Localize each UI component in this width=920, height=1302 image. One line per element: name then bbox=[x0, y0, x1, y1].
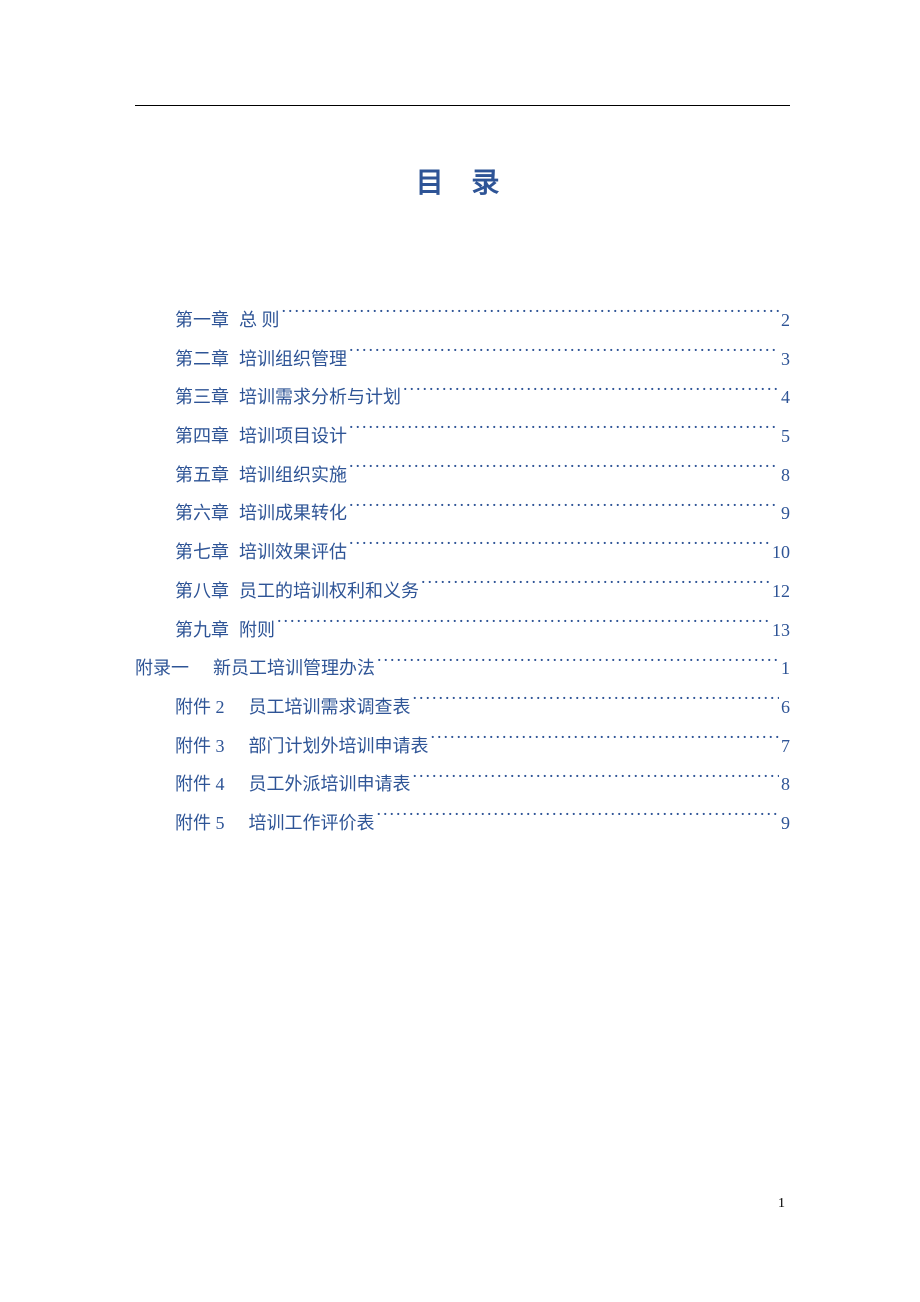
document-page: 目 录 第一章总 则2第二章培训组织管理3第三章培训需求分析与计划4第四章培训项… bbox=[0, 0, 920, 843]
toc-leader-dots bbox=[377, 656, 779, 674]
toc-leader-dots bbox=[403, 385, 779, 403]
toc-chapter-label: 附件 4 bbox=[175, 765, 225, 804]
header-rule bbox=[135, 105, 790, 106]
toc-list: 第一章总 则 2 第二章培训组织管理 3 第三章培训需求分析与计划 4 第四章培训项目设计 5… bbox=[135, 301, 790, 843]
toc-chapter-label: 第一章 bbox=[175, 301, 229, 340]
toc-page-number: 5 bbox=[781, 417, 790, 456]
toc-chapter-title: 培训工作评价表 bbox=[249, 804, 375, 843]
toc-chapter-title: 员工外派培训申请表 bbox=[249, 765, 411, 804]
toc-page-number: 8 bbox=[781, 456, 790, 495]
toc-entry[interactable]: 附件 5 培训工作评价表 9 bbox=[135, 804, 790, 843]
toc-entry[interactable]: 第八章员工的培训权利和义务 12 bbox=[135, 572, 790, 611]
toc-chapter-title: 员工培训需求调查表 bbox=[249, 688, 411, 727]
toc-page-number: 7 bbox=[781, 727, 790, 766]
toc-entry[interactable]: 第九章附则 13 bbox=[135, 611, 790, 650]
toc-entry[interactable]: 附录一新员工培训管理办法 1 bbox=[135, 649, 790, 688]
toc-entry[interactable]: 第七章培训效果评估 10 bbox=[135, 533, 790, 572]
toc-leader-dots bbox=[377, 811, 780, 829]
toc-chapter-label: 附件 2 bbox=[175, 688, 225, 727]
toc-chapter-title: 员工的培训权利和义务 bbox=[239, 572, 419, 611]
toc-page-number: 1 bbox=[781, 649, 790, 688]
toc-chapter-label: 附件 5 bbox=[175, 804, 225, 843]
toc-chapter-label: 附件 3 bbox=[175, 727, 225, 766]
toc-entry[interactable]: 附件 3 部门计划外培训申请表 7 bbox=[135, 727, 790, 766]
toc-leader-dots bbox=[282, 308, 780, 326]
toc-leader-dots bbox=[349, 540, 770, 558]
toc-entry[interactable]: 第四章培训项目设计 5 bbox=[135, 417, 790, 456]
toc-chapter-title: 培训效果评估 bbox=[239, 533, 347, 572]
toc-chapter-label: 第四章 bbox=[175, 417, 229, 456]
toc-chapter-title: 培训成果转化 bbox=[239, 494, 347, 533]
toc-entry[interactable]: 附件 2 员工培训需求调查表 6 bbox=[135, 688, 790, 727]
toc-chapter-label: 第七章 bbox=[175, 533, 229, 572]
toc-leader-dots bbox=[413, 695, 780, 713]
toc-chapter-label: 第三章 bbox=[175, 378, 229, 417]
toc-leader-dots bbox=[349, 463, 779, 481]
toc-leader-dots bbox=[349, 424, 779, 442]
toc-chapter-title: 附则 bbox=[239, 611, 275, 650]
toc-leader-dots bbox=[349, 501, 779, 519]
toc-page-number: 3 bbox=[781, 340, 790, 379]
toc-entry[interactable]: 第二章培训组织管理 3 bbox=[135, 340, 790, 379]
toc-entry[interactable]: 第五章培训组织实施 8 bbox=[135, 456, 790, 495]
toc-page-number: 12 bbox=[772, 572, 790, 611]
toc-page-number: 2 bbox=[781, 301, 790, 340]
toc-entry[interactable]: 附件 4 员工外派培训申请表 8 bbox=[135, 765, 790, 804]
toc-page-number: 6 bbox=[781, 688, 790, 727]
toc-entry[interactable]: 第六章培训成果转化 9 bbox=[135, 494, 790, 533]
toc-chapter-title: 培训组织管理 bbox=[239, 340, 347, 379]
toc-page-number: 4 bbox=[781, 378, 790, 417]
page-number: 1 bbox=[778, 1196, 785, 1212]
toc-page-number: 9 bbox=[781, 494, 790, 533]
toc-entry[interactable]: 第三章培训需求分析与计划 4 bbox=[135, 378, 790, 417]
toc-chapter-label: 第八章 bbox=[175, 572, 229, 611]
toc-page-number: 10 bbox=[772, 533, 790, 572]
toc-chapter-label: 第二章 bbox=[175, 340, 229, 379]
toc-chapter-label: 第五章 bbox=[175, 456, 229, 495]
toc-chapter-title: 培训需求分析与计划 bbox=[239, 378, 401, 417]
toc-leader-dots bbox=[413, 772, 780, 790]
toc-chapter-title: 培训组织实施 bbox=[239, 456, 347, 495]
toc-chapter-label: 附录一 bbox=[135, 649, 189, 688]
toc-chapter-label: 第六章 bbox=[175, 494, 229, 533]
toc-title: 目 录 bbox=[135, 161, 790, 201]
toc-chapter-title: 部门计划外培训申请表 bbox=[249, 727, 429, 766]
toc-chapter-title: 培训项目设计 bbox=[239, 417, 347, 456]
toc-chapter-title: 总 则 bbox=[239, 301, 280, 340]
toc-page-number: 9 bbox=[781, 804, 790, 843]
toc-page-number: 13 bbox=[772, 611, 790, 650]
toc-chapter-label: 第九章 bbox=[175, 611, 229, 650]
toc-leader-dots bbox=[349, 347, 779, 365]
toc-page-number: 8 bbox=[781, 765, 790, 804]
toc-leader-dots bbox=[421, 579, 770, 597]
toc-chapter-title: 新员工培训管理办法 bbox=[213, 649, 375, 688]
toc-leader-dots bbox=[431, 734, 780, 752]
toc-entry[interactable]: 第一章总 则 2 bbox=[135, 301, 790, 340]
toc-leader-dots bbox=[277, 618, 770, 636]
